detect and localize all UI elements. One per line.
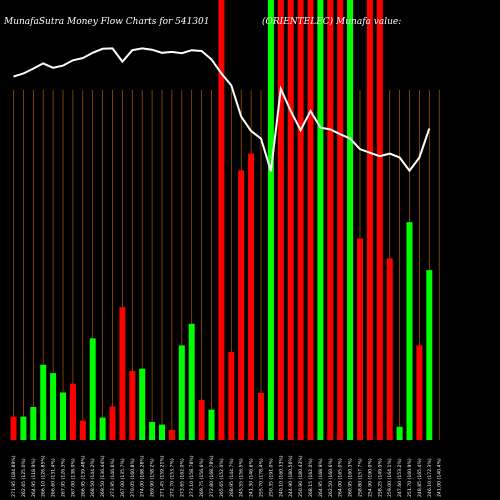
x-axis-tick-labels: 271.95 (184.89%) 262.65 (125.0%) 264.95 (1… [11, 455, 443, 497]
bar [79, 420, 86, 440]
x-tick-label: 262.50 (160.6%) [328, 458, 334, 497]
x-tick-label: 264.95 (168.9%) [318, 458, 324, 497]
x-tick-label: 265.65 (152.0%) [219, 458, 225, 497]
x-tick-label: 266.60 (131.4%) [51, 458, 57, 497]
x-tick-label: 241.00 (140.4%) [437, 458, 443, 497]
chart-subtitle: (ORIENTELEC) Munafa value: [262, 16, 401, 27]
bar [258, 392, 264, 440]
x-tick-label: 264.95 (118.9%) [31, 458, 37, 497]
bar [89, 338, 96, 440]
bar [40, 364, 47, 440]
x-tick-label: 250.35 (191.0%) [268, 458, 274, 497]
bar [149, 421, 156, 440]
bar [139, 368, 146, 440]
price-line [13, 47, 431, 173]
x-tick-label: 250.90 (180.43%) [298, 455, 304, 497]
x-tick-label: 247.60 (153.2%) [397, 458, 403, 497]
bar [366, 0, 373, 440]
x-tick-label: 245.55 (156.5%) [239, 458, 245, 497]
bar [376, 0, 383, 440]
bar [297, 0, 304, 440]
x-tick-label: 246.10 (172.3%) [427, 458, 433, 497]
x-tick-label: 271.95 (184.89%) [11, 455, 17, 497]
bar [238, 170, 245, 440]
x-tick-label: 267.00 (135.7%) [120, 458, 126, 497]
x-tick-label: 272.80 (168.78%) [209, 455, 215, 497]
bar [188, 323, 195, 440]
x-tick-label: 255.70 (178.4%) [259, 458, 265, 497]
chart-title: MunafaSutra Money Flow Charts for 541301 [3, 17, 210, 27]
bar [386, 258, 393, 440]
x-tick-label: 273.65 (162.0%) [179, 458, 185, 497]
x-tick-label: 271.45 (159.21%) [160, 455, 166, 497]
x-tick-label: 270.05 (160.8%) [130, 458, 136, 497]
bar [277, 0, 284, 440]
bar [317, 0, 324, 440]
bar [228, 352, 235, 440]
x-tick-label: 241.30 (146.6%) [249, 458, 255, 497]
x-tick-label: 269.90 (158.2%) [150, 458, 156, 497]
bar [99, 417, 106, 440]
bar [168, 429, 175, 440]
x-tick-label: 258.80 (157.7%) [358, 458, 364, 497]
bar [69, 383, 76, 440]
bar [50, 373, 57, 440]
bar [337, 0, 344, 440]
bar [406, 222, 413, 440]
x-tick-label: 274.00 (168.28%) [140, 455, 146, 497]
x-tick-label: 273.10 (158.78%) [189, 455, 195, 497]
x-tick-label: 258.25 (149.0%) [377, 458, 383, 497]
x-tick-label: 254.90 (190.0%) [367, 458, 373, 497]
x-tick-label: 269.75 (156.6%) [199, 458, 205, 497]
x-tick-label: 268.95 (144.7%) [229, 458, 235, 497]
x-tick-label: 262.65 (125.0%) [21, 458, 27, 497]
x-tick-label: 244.90 (180.56%) [288, 455, 294, 497]
x-tick-label: 259.00 (164.1%) [387, 458, 393, 497]
bar [30, 407, 37, 440]
x-tick-label: 266.95 (139.48%) [80, 455, 86, 497]
x-tick-label: 269.50 (136.44%) [100, 455, 106, 497]
x-tick-label: 264.00 (165.0%) [338, 458, 344, 497]
bar [327, 0, 334, 440]
bar [218, 0, 225, 440]
bar [287, 0, 294, 440]
x-tick-label: 268.15 (162.0%) [308, 458, 314, 497]
money-flow-bars [10, 0, 433, 440]
x-tick-label: 260.95 (160.3%) [348, 458, 354, 497]
bar [307, 0, 314, 440]
x-tick-label: 267.00 (138.0%) [70, 458, 76, 497]
bar [267, 0, 274, 440]
x-tick-label: 240.10 (160.33%) [278, 455, 284, 497]
x-tick-label: 268.50 (144.2%) [90, 458, 96, 497]
bar [20, 416, 27, 440]
bar [60, 392, 66, 440]
bar [396, 426, 403, 440]
bar [129, 370, 136, 440]
bar [208, 409, 215, 440]
bar [416, 345, 423, 440]
bar [357, 238, 363, 440]
bar [426, 270, 433, 440]
x-tick-label: 248.85 (165.4%) [417, 458, 423, 497]
bar [347, 0, 354, 440]
bar [119, 307, 126, 440]
x-tick-label: 266.10 (126.85%) [41, 455, 47, 497]
x-tick-label: 267.95 (126.3%) [61, 458, 67, 497]
bar [10, 416, 17, 440]
x-tick-label: 273.95 (146.6%) [110, 458, 116, 497]
bar [109, 406, 116, 440]
bar [178, 345, 185, 440]
bar [198, 399, 205, 440]
x-tick-label: 251.70 (160.9%) [407, 458, 413, 497]
bar [248, 153, 255, 440]
x-tick-label: 272.70 (153.7%) [169, 458, 175, 497]
bar [159, 424, 165, 440]
